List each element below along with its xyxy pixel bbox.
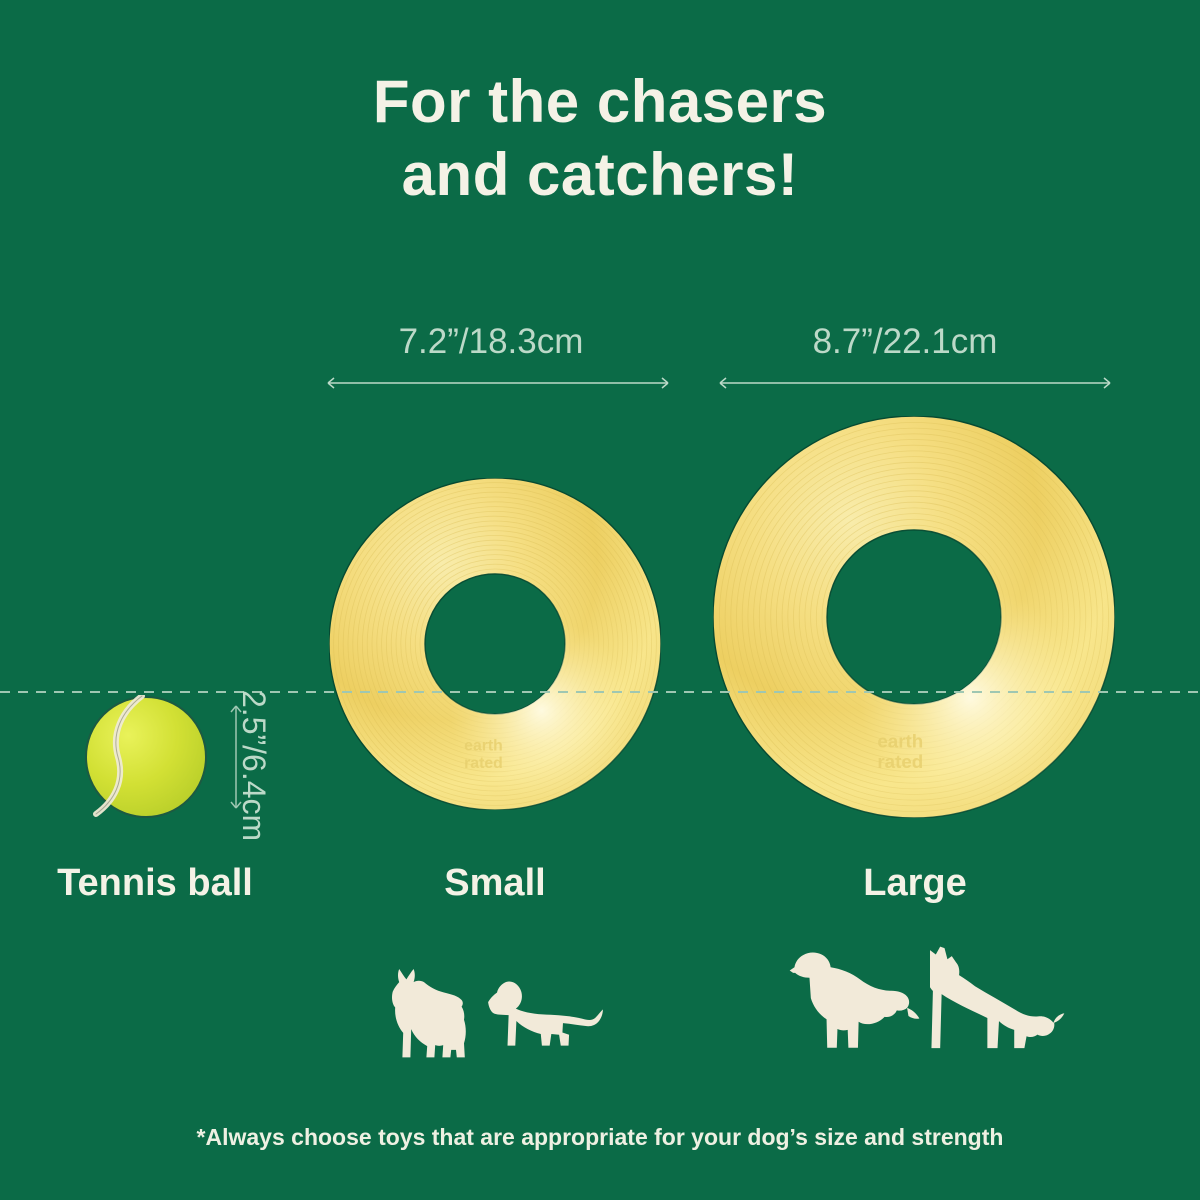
svg-text:rated: rated	[464, 755, 503, 772]
svg-text:rated: rated	[877, 751, 923, 772]
svg-text:earth: earth	[877, 730, 923, 751]
svg-text:earth: earth	[464, 737, 503, 754]
